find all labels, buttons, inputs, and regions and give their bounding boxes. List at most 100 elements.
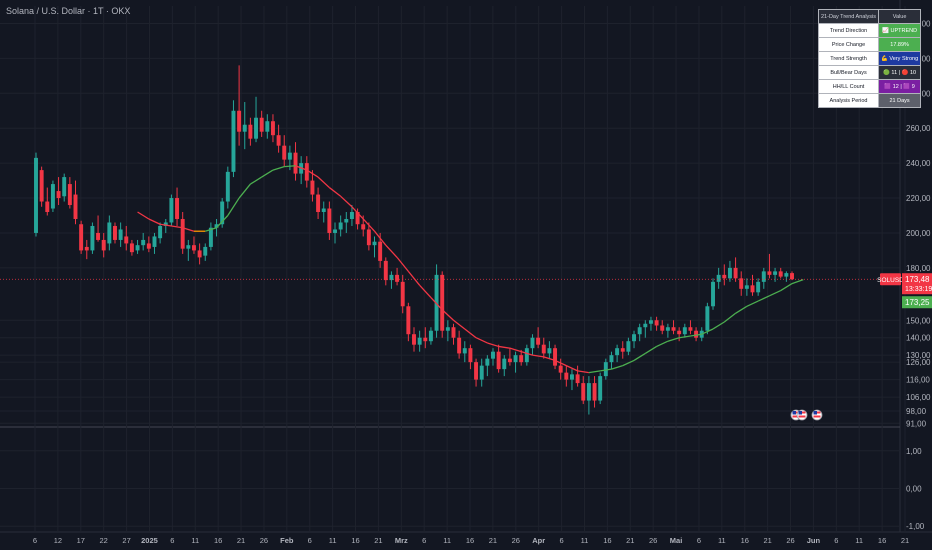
ma-segment xyxy=(137,211,150,220)
table-header-label: 21-Day Trend Analysis xyxy=(817,9,880,24)
candle-body xyxy=(316,194,321,213)
price-badges: SOLUSD 173,48 13:33:19 173,25 xyxy=(0,273,932,309)
x-tick-label: 6 xyxy=(559,536,563,545)
moving-average xyxy=(137,165,804,374)
ma-segment xyxy=(690,333,702,337)
candle-body xyxy=(50,184,55,209)
candle-body xyxy=(428,330,433,342)
x-tick-label: 11 xyxy=(718,536,726,545)
ma-segment xyxy=(487,342,499,348)
ma-segment xyxy=(600,368,612,372)
candle-body xyxy=(778,271,783,277)
candle-body xyxy=(383,260,388,281)
candle-body xyxy=(711,281,715,307)
candle-body xyxy=(581,383,586,401)
candle-body xyxy=(496,351,501,370)
event-markers[interactable] xyxy=(790,409,823,421)
candle-body xyxy=(220,201,225,225)
candle-body xyxy=(694,330,699,338)
candle-body xyxy=(451,327,456,338)
row-value-analysis-period: 21 Days xyxy=(878,93,922,108)
candle-body xyxy=(79,224,84,251)
candle-body xyxy=(45,201,50,213)
ma-segment xyxy=(588,370,601,374)
candle-body xyxy=(445,327,450,331)
ma-badge: 173,25 xyxy=(905,298,930,307)
indicator-tick-label: -1,00 xyxy=(906,522,925,531)
candle-body xyxy=(84,246,89,251)
chart-title[interactable]: Solana / U.S. Dollar · 1T · OKX xyxy=(6,6,131,16)
event-flag-icon[interactable] xyxy=(811,409,823,421)
candle-body xyxy=(282,145,287,160)
row-label-trend-strength: Trend Strength xyxy=(817,51,880,66)
candle-body xyxy=(231,110,236,172)
ma-segment xyxy=(780,283,793,292)
time-axis[interactable]: 6 12 17 22 27 2025 6 11 16 21 26 Feb 6 11 16 21 Mrz 6 11 16… xyxy=(33,536,909,545)
candle-body xyxy=(756,281,761,293)
ma-badge-bg xyxy=(902,296,932,309)
x-tick-label: 27 xyxy=(122,536,130,545)
trend-analysis-table: 21-Day Trend Analysis Value Trend Direct… xyxy=(817,9,922,108)
ma-segment xyxy=(396,256,409,272)
candle-body xyxy=(558,365,563,373)
ma-segment xyxy=(351,206,364,220)
ma-segment xyxy=(611,365,623,370)
candle-body xyxy=(248,124,253,139)
candle-body xyxy=(519,355,524,363)
x-tick-label: Jun xyxy=(807,536,821,545)
candle-body xyxy=(739,278,744,289)
row-label-trend-direction: Trend Direction xyxy=(817,23,880,38)
candle-body xyxy=(406,306,411,335)
candle-body xyxy=(609,355,614,363)
row-label-price-change: Price Change xyxy=(817,37,880,52)
ma-segment xyxy=(791,279,804,285)
x-tick-label: 21 xyxy=(901,536,909,545)
candle-body xyxy=(287,152,292,160)
row-label-hh-ll-count: HH/LL Count xyxy=(817,79,880,94)
ma-segment xyxy=(475,337,488,344)
candle-body xyxy=(705,306,710,331)
x-tick-label: 6 xyxy=(170,536,174,545)
candle-body xyxy=(632,334,637,342)
ma-segment xyxy=(566,365,578,372)
candle-body xyxy=(175,198,180,219)
candle-body xyxy=(620,348,625,352)
candle-body xyxy=(270,121,275,136)
candle-body xyxy=(586,383,591,401)
flag-canton xyxy=(798,411,802,415)
x-tick-label: 21 xyxy=(237,536,245,545)
ma-segment xyxy=(769,289,781,297)
ma-segment xyxy=(577,370,589,374)
y-tick-label: 220,00 xyxy=(906,194,931,203)
candle-body xyxy=(304,163,309,181)
candle-body xyxy=(389,274,394,281)
candle-body xyxy=(491,351,495,359)
ma-segment xyxy=(374,230,387,246)
candle-body xyxy=(237,110,242,132)
row-value-trend-strength: 💪 Very Strong xyxy=(878,51,922,66)
event-flag-icon[interactable] xyxy=(796,409,808,421)
last-price-badge-bg xyxy=(902,273,932,295)
x-tick-label: Apr xyxy=(532,536,545,545)
candle-body xyxy=(197,250,202,258)
x-tick-label: 21 xyxy=(626,536,634,545)
ma-segment xyxy=(407,270,421,286)
y-tick-label: 260,00 xyxy=(906,124,931,133)
flag-canton xyxy=(813,411,817,415)
indicator-tick-label: 0,00 xyxy=(906,484,922,493)
candle-body xyxy=(355,212,360,225)
candle-body xyxy=(113,225,117,240)
ma-segment xyxy=(182,227,195,232)
candle-body xyxy=(242,124,247,132)
ma-segment xyxy=(148,218,161,225)
y-tick-label: 98,00 xyxy=(906,407,927,416)
candle-body xyxy=(677,330,682,335)
x-tick-label: 6 xyxy=(834,536,838,545)
ma-segment xyxy=(250,176,263,185)
candle-body xyxy=(395,274,400,282)
candle-body xyxy=(141,239,146,246)
candle-body xyxy=(372,241,377,246)
candle-body xyxy=(637,327,642,335)
candle-body xyxy=(592,383,597,401)
